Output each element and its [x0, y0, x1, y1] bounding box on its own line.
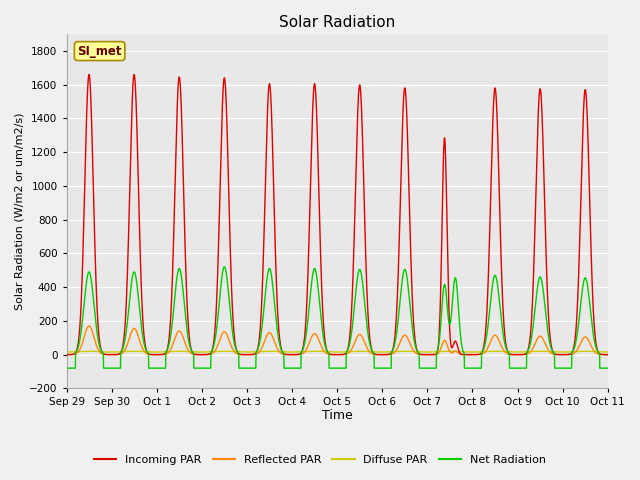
Net Radiation	[308, 274, 316, 279]
Net Radiation	[604, 365, 612, 371]
Net Radiation	[122, 331, 130, 337]
Legend: Incoming PAR, Reflected PAR, Diffuse PAR, Net Radiation: Incoming PAR, Reflected PAR, Diffuse PAR…	[90, 451, 550, 469]
Incoming PAR	[85, 72, 93, 77]
Diffuse PAR	[308, 348, 316, 354]
Net Radiation	[77, 326, 85, 332]
Y-axis label: Solar Radiation (W/m2 or um/m2/s): Solar Radiation (W/m2 or um/m2/s)	[15, 112, 25, 310]
Reflected PAR	[522, 351, 529, 357]
Diffuse PAR	[138, 348, 145, 354]
Reflected PAR	[63, 352, 70, 358]
Incoming PAR	[308, 113, 316, 119]
Reflected PAR	[85, 323, 93, 329]
Incoming PAR	[77, 293, 85, 299]
Diffuse PAR	[63, 349, 70, 355]
Incoming PAR	[63, 352, 70, 358]
Line: Incoming PAR: Incoming PAR	[67, 74, 608, 355]
Line: Diffuse PAR: Diffuse PAR	[67, 351, 608, 352]
Diffuse PAR	[85, 348, 93, 354]
Line: Net Radiation: Net Radiation	[67, 267, 608, 368]
Reflected PAR	[77, 343, 85, 348]
Line: Reflected PAR: Reflected PAR	[67, 326, 608, 355]
Reflected PAR	[122, 345, 130, 350]
Text: SI_met: SI_met	[77, 45, 122, 58]
Net Radiation	[220, 264, 228, 270]
Diffuse PAR	[105, 349, 113, 355]
Reflected PAR	[308, 333, 316, 338]
Incoming PAR	[105, 352, 113, 358]
X-axis label: Time: Time	[322, 409, 353, 422]
Net Radiation	[104, 365, 112, 371]
Incoming PAR	[122, 304, 130, 310]
Net Radiation	[522, 365, 529, 371]
Incoming PAR	[604, 352, 612, 358]
Net Radiation	[137, 321, 145, 326]
Reflected PAR	[138, 342, 145, 348]
Reflected PAR	[468, 352, 476, 358]
Net Radiation	[63, 365, 70, 371]
Reflected PAR	[105, 352, 113, 358]
Diffuse PAR	[77, 348, 85, 354]
Incoming PAR	[468, 352, 476, 358]
Reflected PAR	[604, 352, 612, 358]
Diffuse PAR	[604, 349, 612, 355]
Title: Solar Radiation: Solar Radiation	[279, 15, 396, 30]
Diffuse PAR	[522, 349, 529, 355]
Incoming PAR	[138, 282, 145, 288]
Diffuse PAR	[122, 348, 130, 354]
Incoming PAR	[522, 351, 529, 357]
